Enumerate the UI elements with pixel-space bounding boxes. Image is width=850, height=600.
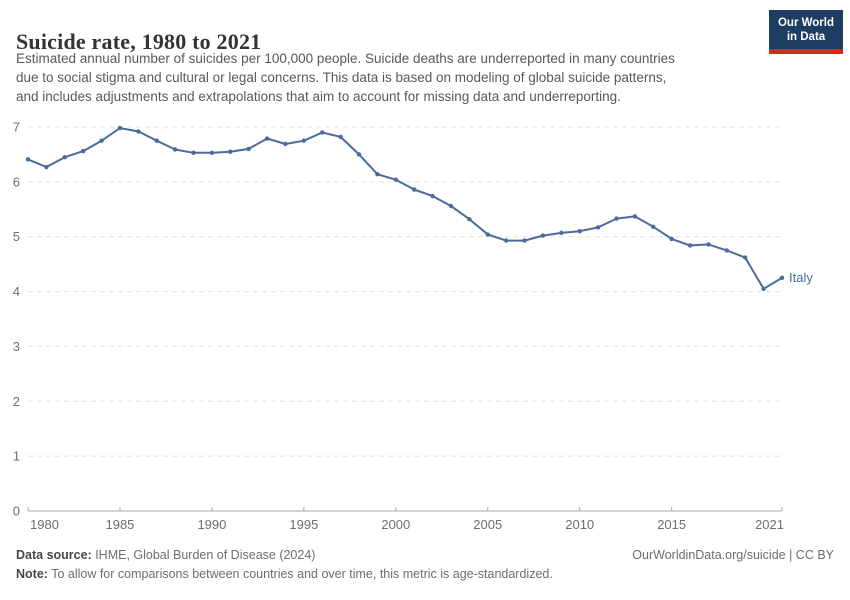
data-point[interactable] [595, 225, 601, 230]
data-source-label: Data source: [16, 548, 92, 562]
data-point[interactable] [485, 232, 490, 237]
subtitle-line: and includes adjustments and extrapolati… [16, 89, 621, 104]
data-point[interactable] [246, 146, 251, 152]
data-point[interactable] [540, 233, 546, 238]
y-tick-label: 0 [13, 504, 20, 519]
data-point[interactable] [706, 242, 711, 247]
data-point[interactable] [375, 171, 380, 177]
note-label: Note: [16, 567, 48, 581]
owid-logo[interactable]: Our World in Data [769, 10, 843, 54]
x-tick-label: 2021 [755, 517, 784, 532]
data-point[interactable] [356, 152, 362, 157]
data-point[interactable] [411, 187, 417, 192]
page-title: Suicide rate, 1980 to 2021 [16, 28, 262, 54]
data-point[interactable] [154, 138, 159, 143]
subtitle-line: due to social stigma and cultural or leg… [16, 70, 667, 85]
y-tick-label: 2 [13, 394, 20, 409]
chart-footer: Data source: IHME, Global Burden of Dise… [16, 546, 834, 584]
data-point[interactable] [338, 134, 343, 140]
x-tick-label: 2000 [381, 517, 410, 532]
chart-note: Note: To allow for comparisons between c… [16, 567, 553, 581]
data-point[interactable] [393, 177, 399, 182]
y-tick-label: 7 [13, 120, 20, 135]
data-point[interactable] [503, 238, 509, 243]
y-tick-label: 6 [13, 174, 20, 189]
data-point[interactable] [191, 150, 196, 155]
y-tick-label: 4 [13, 284, 20, 299]
x-tick-label: 2010 [565, 517, 594, 532]
data-point[interactable] [172, 147, 178, 152]
data-point[interactable] [209, 150, 215, 155]
data-point[interactable] [80, 148, 86, 154]
data-point[interactable] [687, 243, 693, 248]
data-point[interactable] [264, 136, 270, 141]
data-point[interactable] [448, 203, 454, 209]
x-tick-label: 1995 [289, 517, 318, 532]
entity-label: Italy [789, 270, 813, 285]
chart-plot[interactable]: 0 1 2 3 4 5 6 7 1980 1985 1990 1995 2000 2005 2010 2015… [0, 110, 850, 542]
data-point[interactable] [320, 130, 325, 135]
data-point[interactable] [559, 230, 564, 236]
data-point[interactable] [779, 275, 785, 281]
data-point[interactable] [743, 255, 748, 260]
data-point[interactable] [632, 214, 638, 219]
data-point[interactable] [669, 236, 674, 242]
data-point[interactable] [283, 141, 288, 147]
subtitle-line: Estimated annual number of suicides per … [16, 51, 675, 66]
page-subtitle: Estimated annual number of suicides per … [16, 49, 675, 106]
data-point[interactable] [301, 138, 307, 143]
data-source: Data source: IHME, Global Burden of Dise… [16, 548, 316, 562]
x-tick-label: 2005 [473, 517, 502, 532]
data-point[interactable] [44, 164, 49, 170]
owid-logo-accent-bar [769, 49, 843, 54]
y-tick-label: 5 [13, 229, 20, 244]
y-tick-label: 3 [13, 339, 20, 354]
x-tick-label: 1990 [197, 517, 226, 532]
y-tick-label: 1 [13, 449, 20, 464]
x-tick-label: 1985 [105, 517, 134, 532]
data-point[interactable] [651, 224, 656, 230]
data-point[interactable] [228, 149, 233, 154]
x-tick-label: 2015 [657, 517, 686, 532]
data-point[interactable] [136, 129, 141, 134]
owid-logo-text: Our World in Data [769, 10, 843, 49]
x-tick-label: 1980 [30, 517, 59, 532]
data-point[interactable] [99, 138, 104, 143]
data-point[interactable] [62, 154, 67, 160]
data-point[interactable] [467, 216, 472, 222]
data-point[interactable] [761, 286, 766, 292]
data-point[interactable] [614, 216, 619, 221]
series-line[interactable] [27, 127, 783, 290]
data-point[interactable] [430, 193, 435, 199]
data-point[interactable] [117, 125, 123, 131]
data-point[interactable] [25, 157, 31, 162]
data-point[interactable] [724, 248, 730, 253]
data-point[interactable] [577, 229, 582, 234]
data-point[interactable] [522, 238, 527, 243]
owid-citation-link[interactable]: OurWorldinData.org/suicide | CC BY [632, 548, 834, 562]
